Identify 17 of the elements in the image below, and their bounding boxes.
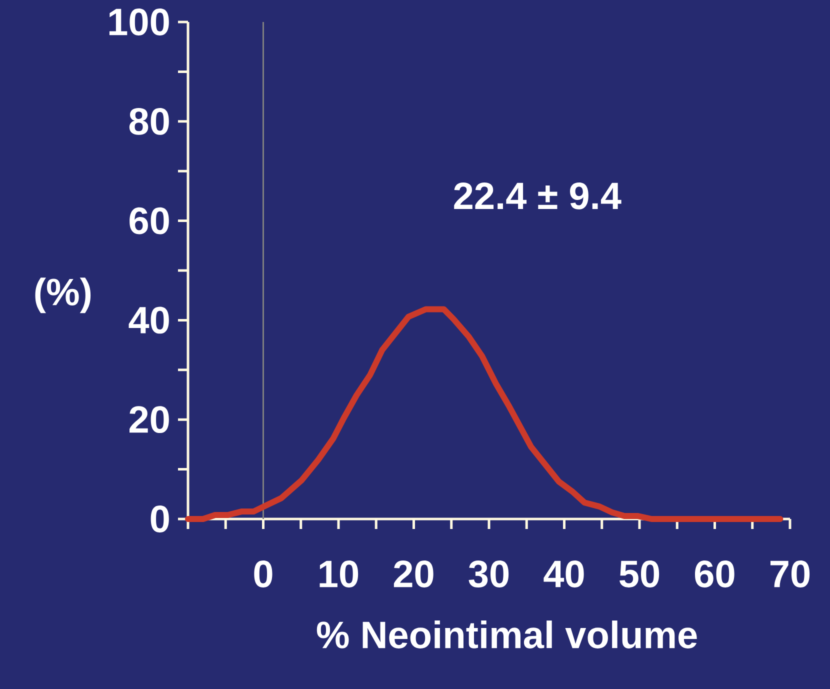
x-tick-label: 50 bbox=[620, 560, 660, 588]
y-axis-title: (%) bbox=[35, 278, 91, 314]
x-tick-label: 20 bbox=[394, 560, 434, 588]
x-tick-label: 70 bbox=[770, 560, 810, 588]
y-tick-label: 80 bbox=[129, 108, 169, 135]
x-tick-label: 60 bbox=[695, 560, 734, 588]
y-tick-label: 100 bbox=[109, 8, 169, 36]
x-tick-label: 0 bbox=[254, 560, 272, 588]
y-tick-label: 40 bbox=[128, 306, 169, 334]
x-tick-label: 10 bbox=[320, 560, 358, 588]
annotation: 22.4 ± 9.4 bbox=[454, 182, 622, 210]
x-tick-label: 30 bbox=[468, 560, 509, 588]
y-tick-label: 0 bbox=[150, 506, 169, 532]
y-tick-label: 60 bbox=[130, 207, 169, 234]
x-tick-label: 40 bbox=[544, 560, 584, 588]
y-tick-label: 20 bbox=[130, 406, 169, 434]
x-axis-title: % Neointimal volume bbox=[316, 620, 697, 648]
